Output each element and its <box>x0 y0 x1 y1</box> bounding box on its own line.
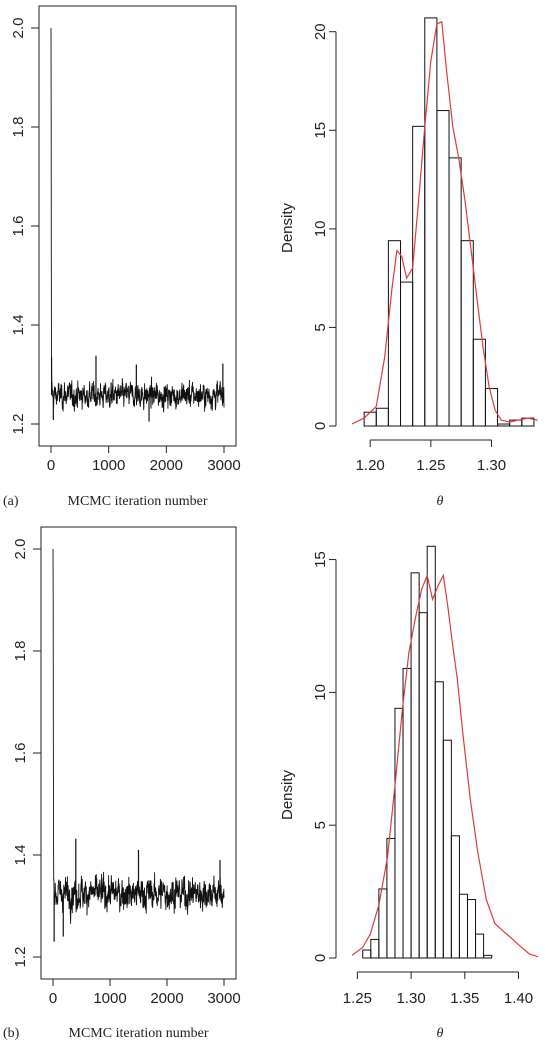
trace-x-tick-label: 3000 <box>207 457 240 474</box>
histogram-bar <box>402 667 412 959</box>
trace-y-tick-label: 1.2 <box>12 947 29 968</box>
trace-y-tick-label: 1.6 <box>12 743 29 764</box>
histogram-y-tick-label: 10 <box>312 221 329 238</box>
histogram-y-tick-label: 0 <box>312 422 329 430</box>
histogram-bar <box>436 110 450 427</box>
trace-x-tick-label: 1000 <box>92 457 125 474</box>
histogram-x-axis-label: θ <box>437 494 444 509</box>
histogram-y-tick-label: 5 <box>312 821 329 829</box>
histogram-y-tick-label: 15 <box>312 551 329 568</box>
trace-y-tick-label: 2.0 <box>10 18 27 39</box>
trace-x-tick-label: 1000 <box>93 990 126 1007</box>
histogram-x-tick-label: 1.25 <box>416 457 445 474</box>
trace-x-axis-label: MCMC iteration number <box>68 494 208 509</box>
trace-plot: 1.2 1.4 1.6 1.8 2.0 0 1000 2000 3000 MCMC iterati… <box>12 526 241 1041</box>
trace-y-tick-label: 1.4 <box>10 315 27 336</box>
histogram-bar <box>450 835 460 959</box>
histogram-x-axis-label: θ <box>437 1026 444 1041</box>
panel-b: 1.2 1.4 1.6 1.8 2.0 0 1000 2000 3000 MCMC iterati… <box>3 526 539 1041</box>
panel-a: 1.2 1.4 1.6 1.8 2.0 0 1000 2000 3000 MCMC iterati… <box>3 5 538 509</box>
trace-x-tick-label: 0 <box>49 990 57 1007</box>
histogram-bar <box>370 938 380 959</box>
histogram-bar <box>434 681 444 959</box>
panel-label: (b) <box>3 1026 20 1041</box>
histogram-plot: 0 5 10 15 Density 1.25 1.30 1.35 1.40 θ <box>279 545 539 1041</box>
histogram-y-tick-label: 10 <box>312 684 329 701</box>
histogram-bar <box>472 338 486 427</box>
histogram-x-tick-label: 1.20 <box>356 457 385 474</box>
trace-x-tick-label: 3000 <box>207 990 240 1007</box>
trace-y-tick-label: 2.0 <box>12 539 29 560</box>
histogram-x-tick-label: 1.30 <box>396 990 425 1007</box>
histogram-y-tick-label: 0 <box>312 954 329 962</box>
density-curve <box>351 21 538 425</box>
histogram-bar <box>363 411 377 427</box>
histogram-bar <box>460 240 474 427</box>
histogram-y-tick-label: 5 <box>312 323 329 331</box>
histogram-bar <box>475 933 485 959</box>
trace-line <box>50 27 225 413</box>
histogram-y-axis-label: Density <box>279 769 296 820</box>
trace-x-axis-label: MCMC iteration number <box>69 1026 209 1041</box>
trace-y-tick-label: 1.8 <box>10 117 27 138</box>
trace-y-tick-label: 1.6 <box>10 216 27 237</box>
trace-line <box>52 548 225 924</box>
histogram-bar <box>412 125 426 427</box>
trace-x-tick-label: 0 <box>47 457 55 474</box>
histogram-bar <box>448 157 462 427</box>
histogram-bar <box>483 954 493 959</box>
panel-label: (a) <box>3 494 19 509</box>
trace-y-tick-label: 1.8 <box>12 641 29 662</box>
histogram-bar <box>442 739 452 959</box>
trace-y-tick-label: 1.2 <box>10 414 27 435</box>
histogram-x-tick-label: 1.35 <box>450 990 479 1007</box>
trace-x-tick-label: 2000 <box>150 990 183 1007</box>
histogram-y-tick-label: 15 <box>312 122 329 139</box>
histogram-x-tick-label: 1.30 <box>477 457 506 474</box>
histogram-bar <box>375 407 389 427</box>
trace-plot: 1.2 1.4 1.6 1.8 2.0 0 1000 2000 3000 MCMC iterati… <box>10 5 241 509</box>
histogram-bar <box>424 17 438 427</box>
density-curve <box>351 573 539 958</box>
histogram-bar <box>418 612 428 959</box>
histogram-bar <box>497 423 511 427</box>
histogram-bar <box>400 281 414 427</box>
histogram-bar <box>426 545 436 959</box>
histogram-y-axis-label: Density <box>279 202 296 253</box>
histogram-bar <box>484 388 499 427</box>
trace-plot-frame <box>38 5 237 447</box>
histogram-bar <box>362 949 372 959</box>
histogram-plot: 0 5 10 15 20 Density 1.20 1.25 1.30 θ <box>279 17 538 509</box>
histogram-bar <box>410 572 420 959</box>
histogram-x-tick-label: 1.25 <box>343 990 372 1007</box>
histogram-y-tick-label: 20 <box>312 23 329 40</box>
histogram-bar <box>466 899 477 959</box>
histogram-x-tick-label: 1.40 <box>504 990 533 1007</box>
trace-y-tick-label: 1.4 <box>12 845 29 866</box>
histogram-bar <box>458 893 468 959</box>
trace-x-tick-label: 2000 <box>150 457 183 474</box>
